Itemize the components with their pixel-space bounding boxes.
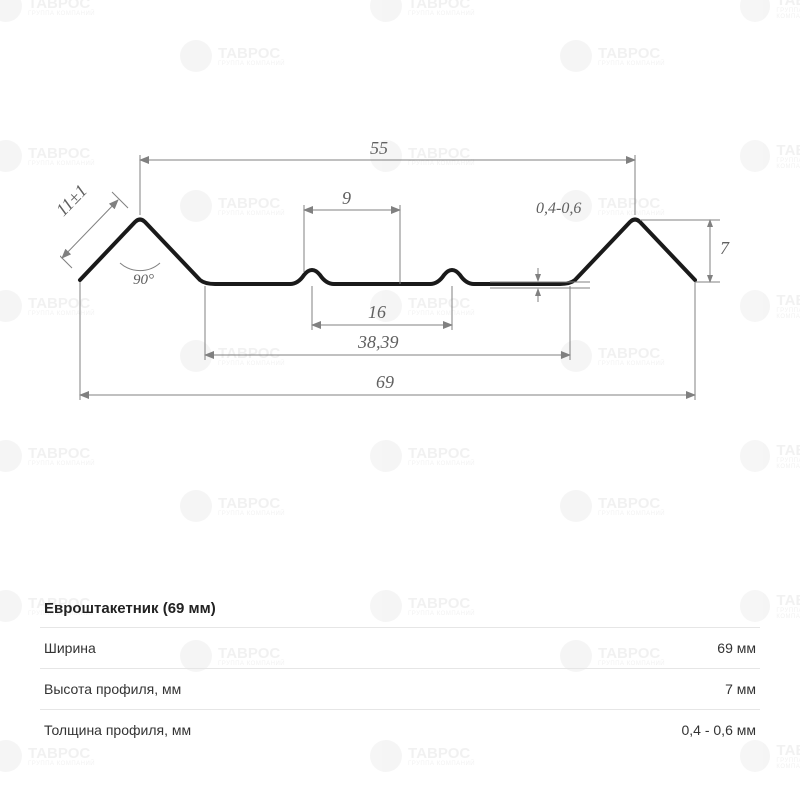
specs-row: Толщина профиля, мм 0,4 - 0,6 мм bbox=[40, 709, 760, 750]
specs-row: Высота профиля, мм 7 мм bbox=[40, 668, 760, 709]
watermark: ТАВРОСГРУППА КОМПАНИЙ bbox=[740, 140, 800, 172]
watermark: ТАВРОСГРУППА КОМПАНИЙ bbox=[560, 490, 665, 522]
dim-angle: 90° bbox=[133, 272, 154, 289]
profile-path bbox=[80, 220, 695, 285]
watermark: ТАВРОСГРУППА КОМПАНИЙ bbox=[740, 290, 800, 322]
extension-lines bbox=[60, 155, 720, 400]
specs-label: Высота профиля, мм bbox=[44, 681, 181, 697]
specs-table: Евроштакетник (69 мм) Ширина 69 мм Высота … bbox=[40, 590, 760, 750]
specs-row: Ширина 69 мм bbox=[40, 627, 760, 668]
watermark: ТАВРОСГРУППА КОМПАНИЙ bbox=[740, 440, 800, 472]
diagram-svg bbox=[60, 100, 740, 420]
dim-thickness: 0,4-0,6 bbox=[536, 200, 581, 218]
watermark: ТАВРОСГРУППА КОМПАНИЙ bbox=[740, 0, 800, 22]
dim-top-span: 55 bbox=[370, 138, 388, 159]
watermark: ТАВРОСГРУППА КОМПАНИЙ bbox=[0, 440, 95, 472]
watermark: ТАВРОСГРУППА КОМПАНИЙ bbox=[560, 40, 665, 72]
profile-diagram: 55 11±1 9 0,4-0,6 7 90° 16 38,39 69 bbox=[60, 100, 740, 400]
watermark: ТАВРОСГРУППА КОМПАНИЙ bbox=[370, 0, 475, 22]
specs-label: Ширина bbox=[44, 640, 96, 656]
watermark: ТАВРОСГРУППА КОМПАНИЙ bbox=[180, 490, 285, 522]
dim-mid-span: 16 bbox=[368, 302, 386, 323]
watermark: ТАВРОСГРУППА КОМПАНИЙ bbox=[370, 440, 475, 472]
dim-small-bump: 9 bbox=[342, 188, 351, 209]
specs-label: Толщина профиля, мм bbox=[44, 722, 191, 738]
dim-inner-span: 38,39 bbox=[358, 332, 399, 353]
watermark: ТАВРОСГРУППА КОМПАНИЙ bbox=[180, 40, 285, 72]
dimension-lines bbox=[62, 160, 710, 395]
specs-value: 7 мм bbox=[725, 681, 756, 697]
angle-arc bbox=[120, 263, 160, 271]
specs-value: 69 мм bbox=[717, 640, 756, 656]
specs-value: 0,4 - 0,6 мм bbox=[681, 722, 756, 738]
dim-full-span: 69 bbox=[376, 372, 394, 393]
watermark: ТАВРОСГРУППА КОМПАНИЙ bbox=[0, 0, 95, 22]
specs-title: Евроштакетник (69 мм) bbox=[40, 590, 760, 627]
dim-height: 7 bbox=[720, 238, 729, 259]
